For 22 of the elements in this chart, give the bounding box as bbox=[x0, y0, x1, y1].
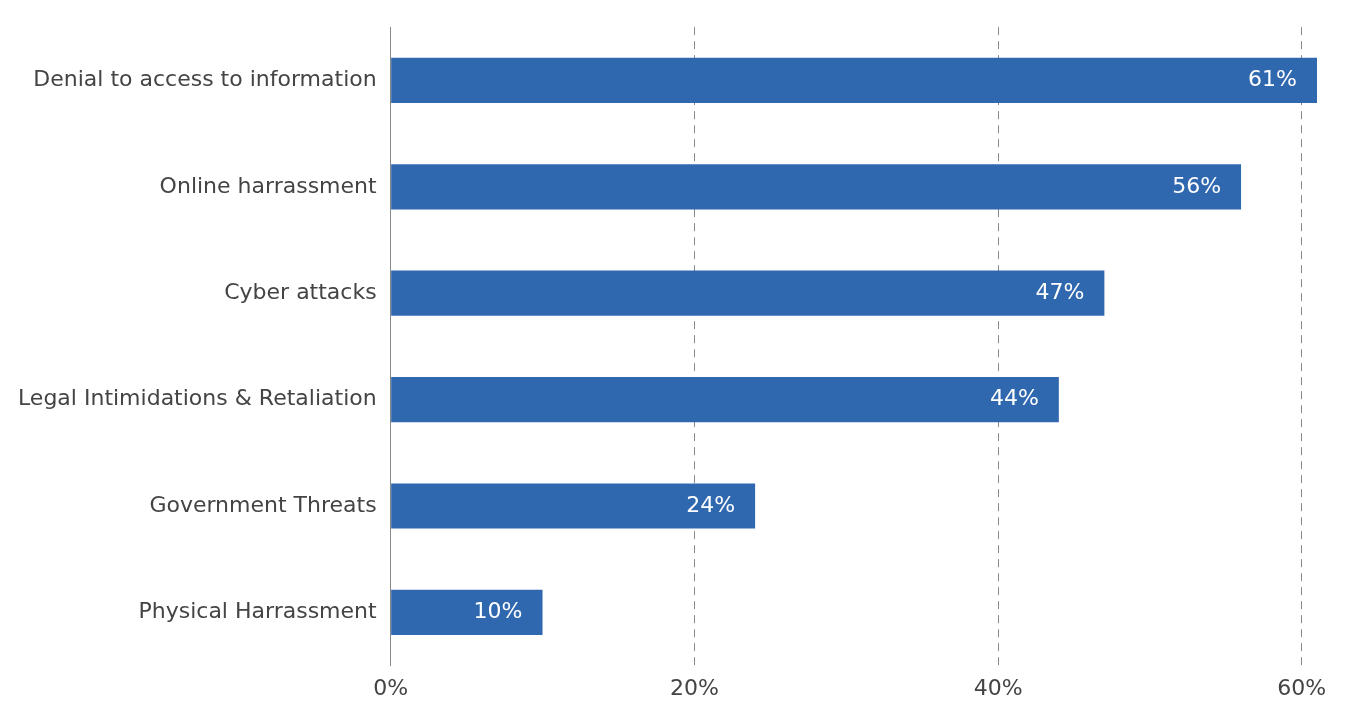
data-label: 47% bbox=[1035, 278, 1085, 304]
data-label: 10% bbox=[473, 598, 523, 624]
x-tick-label: 40% bbox=[973, 674, 1023, 700]
y-tick-label: Physical Harrassment bbox=[138, 598, 378, 624]
data-label: 61% bbox=[1248, 66, 1297, 92]
bar bbox=[391, 164, 1242, 210]
bar bbox=[391, 483, 756, 529]
y-tick-label: Legal Intimidations & Retaliation bbox=[17, 385, 377, 411]
bar bbox=[391, 57, 1317, 104]
x-tick-label: 0% bbox=[373, 674, 409, 700]
y-tick-label: Government Threats bbox=[149, 491, 377, 517]
x-tick-label: 60% bbox=[1277, 674, 1327, 700]
data-label: 44% bbox=[989, 385, 1039, 411]
y-tick-label: Cyber attacks bbox=[224, 278, 377, 304]
y-tick-label: Denial to access to information bbox=[33, 66, 377, 92]
bar bbox=[391, 376, 1059, 423]
bar bbox=[391, 270, 1105, 316]
data-label: 56% bbox=[1172, 172, 1222, 198]
x-tick-label: 20% bbox=[669, 674, 719, 700]
data-label: 24% bbox=[686, 491, 736, 517]
bar bbox=[391, 589, 543, 636]
y-tick-label: Online harrassment bbox=[159, 172, 378, 198]
